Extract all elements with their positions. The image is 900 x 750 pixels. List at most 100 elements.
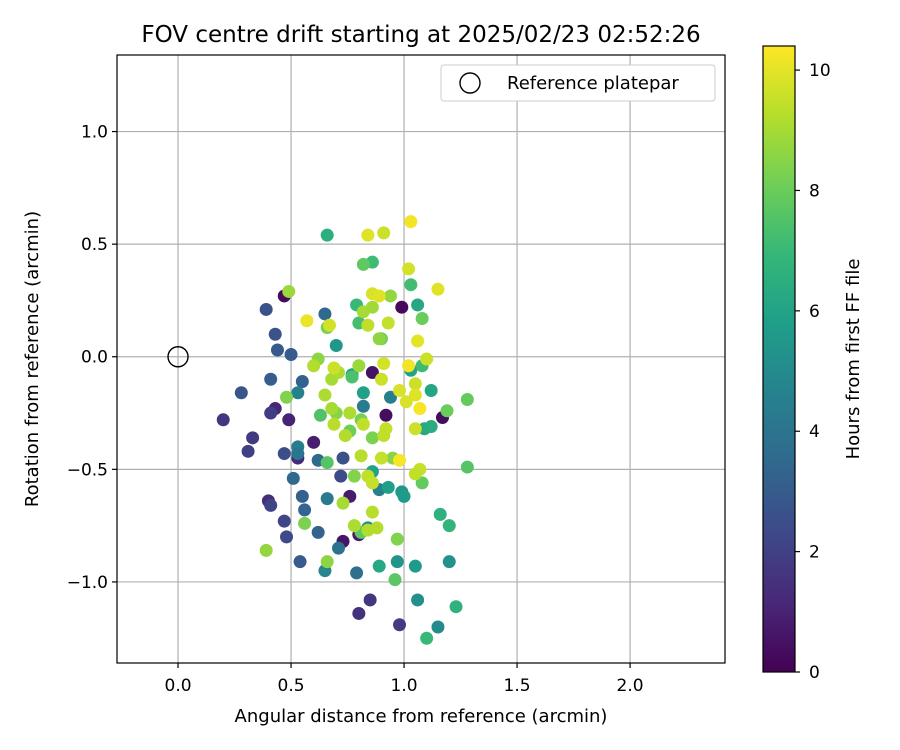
data-point bbox=[365, 505, 379, 519]
data-point bbox=[318, 307, 332, 321]
data-point bbox=[277, 514, 291, 528]
data-point bbox=[291, 386, 305, 400]
data-point bbox=[424, 420, 438, 434]
data-point bbox=[216, 413, 230, 427]
data-point bbox=[390, 532, 404, 546]
data-point bbox=[280, 530, 294, 544]
data-point bbox=[372, 559, 386, 573]
data-point bbox=[354, 449, 368, 463]
data-point bbox=[352, 606, 366, 620]
data-point bbox=[381, 316, 395, 330]
data-point bbox=[259, 543, 273, 557]
plot-frame bbox=[116, 54, 726, 664]
data-point bbox=[372, 332, 386, 346]
legend-marker-open-circle bbox=[459, 72, 481, 94]
colorbar-tick-label: 10 bbox=[809, 61, 831, 81]
data-point bbox=[377, 357, 391, 371]
data-point bbox=[395, 300, 409, 314]
y-tick-label: 0.5 bbox=[81, 235, 108, 255]
data-point bbox=[295, 375, 309, 389]
data-point bbox=[408, 467, 422, 481]
data-point bbox=[420, 352, 434, 366]
data-point bbox=[298, 503, 312, 517]
data-point bbox=[293, 555, 307, 569]
data-point bbox=[411, 334, 425, 348]
colorbar-tick-label: 0 bbox=[809, 663, 820, 683]
legend: Reference platepar bbox=[440, 64, 716, 102]
data-point bbox=[291, 447, 305, 461]
colorbar-label: Hours from first FF file bbox=[843, 259, 864, 460]
data-point bbox=[397, 489, 411, 503]
data-point bbox=[307, 359, 321, 373]
data-point bbox=[336, 496, 350, 510]
y-tick-label: −1.0 bbox=[67, 573, 108, 593]
data-point bbox=[361, 523, 375, 537]
data-point bbox=[374, 372, 388, 386]
data-point bbox=[234, 386, 248, 400]
x-tick-label: 1.0 bbox=[391, 676, 418, 696]
data-point bbox=[383, 289, 397, 303]
colorbar-tick-label: 8 bbox=[809, 181, 820, 201]
data-point bbox=[327, 361, 341, 375]
data-point bbox=[286, 471, 300, 485]
data-point bbox=[356, 386, 370, 400]
data-point bbox=[415, 476, 429, 490]
data-point bbox=[246, 431, 260, 445]
data-point bbox=[300, 314, 314, 328]
data-point bbox=[313, 408, 327, 422]
x-tick-label: 2.0 bbox=[617, 676, 644, 696]
x-tick-label: 1.5 bbox=[504, 676, 531, 696]
data-point bbox=[298, 516, 312, 530]
data-point bbox=[320, 492, 334, 506]
data-point bbox=[284, 347, 298, 361]
data-point bbox=[361, 228, 375, 242]
data-point bbox=[282, 284, 296, 298]
data-point bbox=[424, 384, 438, 398]
data-point bbox=[280, 390, 294, 404]
data-point bbox=[460, 460, 474, 474]
data-point bbox=[345, 370, 359, 384]
chart-title: FOV centre drift starting at 2025/02/23 … bbox=[141, 22, 700, 48]
reference-point bbox=[167, 346, 189, 368]
colorbar-gradient bbox=[762, 45, 796, 673]
data-point bbox=[415, 311, 429, 325]
data-point bbox=[356, 399, 370, 413]
colorbar-tick-label: 6 bbox=[809, 302, 820, 322]
data-point bbox=[374, 451, 388, 465]
data-point bbox=[388, 573, 402, 587]
data-point bbox=[332, 541, 346, 555]
data-point bbox=[442, 519, 456, 533]
data-point bbox=[318, 388, 332, 402]
data-point bbox=[307, 435, 321, 449]
data-point bbox=[282, 413, 296, 427]
data-point bbox=[356, 257, 370, 271]
data-point bbox=[379, 408, 393, 422]
data-point bbox=[411, 298, 425, 312]
data-point bbox=[320, 456, 334, 470]
data-point bbox=[413, 402, 427, 416]
data-point bbox=[264, 372, 278, 386]
data-point bbox=[377, 226, 391, 240]
data-point bbox=[399, 395, 413, 409]
data-point bbox=[268, 327, 282, 341]
y-axis-label: Rotation from reference (arcmin) bbox=[22, 211, 43, 507]
data-point bbox=[259, 302, 273, 316]
data-point bbox=[277, 447, 291, 461]
data-point bbox=[311, 525, 325, 539]
x-tick-label: 0.5 bbox=[278, 676, 305, 696]
data-point bbox=[402, 262, 416, 276]
y-tick-label: 1.0 bbox=[81, 123, 108, 143]
data-points bbox=[216, 215, 474, 645]
data-point bbox=[343, 406, 357, 420]
data-point bbox=[431, 282, 445, 296]
data-point bbox=[408, 377, 422, 391]
colorbar-tick-label: 4 bbox=[809, 422, 820, 442]
data-point bbox=[334, 469, 348, 483]
y-tick-label: −0.5 bbox=[67, 460, 108, 480]
data-point bbox=[449, 600, 463, 614]
data-point bbox=[329, 338, 343, 352]
data-point bbox=[322, 318, 336, 332]
data-point bbox=[381, 480, 395, 494]
